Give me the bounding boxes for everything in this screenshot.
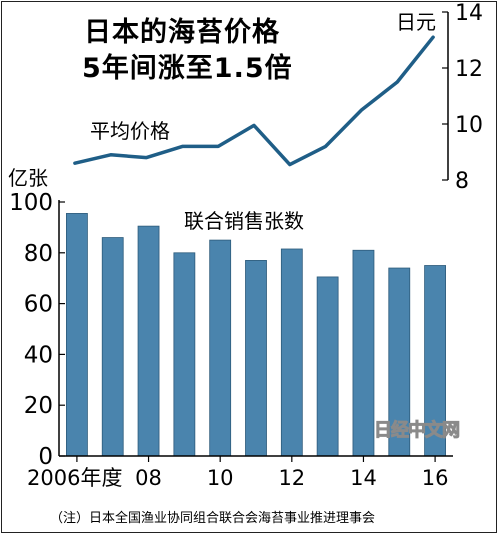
x-tick-label: 16 <box>422 466 449 490</box>
bar-unit-label: 亿张 <box>8 166 48 190</box>
bar-y-tick-label: 40 <box>24 342 53 368</box>
bar-2011 <box>245 260 267 457</box>
line-unit-label: 日元 <box>396 10 436 34</box>
bar-2013 <box>316 276 339 457</box>
source-note: （注）日本全国渔业协同组合联合会海苔事业推进理事会 <box>50 511 376 526</box>
bar-2007 <box>101 237 124 457</box>
price-line <box>73 35 435 167</box>
line-y-tick-label: 12 <box>455 57 483 82</box>
bar-y-tick-label: 100 <box>9 190 53 216</box>
bar-2006 <box>66 213 88 457</box>
bar-y-tick-label: 0 <box>38 444 53 470</box>
line-y-tick-label: 10 <box>455 113 483 138</box>
x-tick-label: 12 <box>278 466 305 490</box>
line-y-tick-label: 8 <box>455 169 469 194</box>
x-tick-label: 08 <box>135 466 162 490</box>
bar-2009 <box>173 252 196 457</box>
bar-2010 <box>209 239 232 457</box>
line-series-label: 平均价格 <box>90 119 170 143</box>
watermark-logo: 日经中文网 <box>374 420 461 442</box>
chart-subtitle: 5年间涨至1.5倍 <box>82 53 293 84</box>
bar-2014 <box>352 249 375 457</box>
chart-title: 日本的海苔价格 <box>84 17 280 48</box>
bar-series-label: 联合销售张数 <box>184 209 304 233</box>
bar-y-tick-label: 60 <box>24 292 53 318</box>
x-tick-label: 2006年度 <box>27 466 122 490</box>
x-tick-label: 14 <box>350 466 377 490</box>
x-tick-label: 10 <box>207 466 234 490</box>
bar-y-tick-label: 80 <box>24 241 53 267</box>
bar-2012 <box>280 248 303 457</box>
line-y-tick-label: 14 <box>455 2 483 26</box>
bar-y-tick-label: 20 <box>24 393 53 419</box>
bar-2008 <box>137 225 160 457</box>
